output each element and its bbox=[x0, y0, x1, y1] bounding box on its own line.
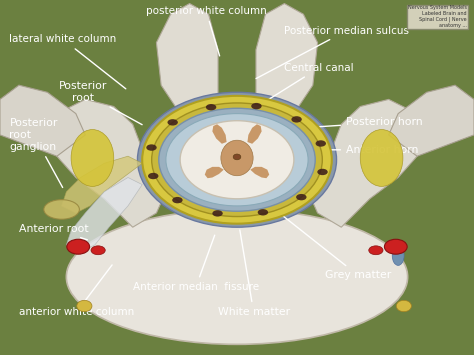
Text: Anterior root: Anterior root bbox=[19, 224, 89, 240]
Text: Grey matter: Grey matter bbox=[275, 209, 391, 280]
Text: Central canal: Central canal bbox=[251, 63, 354, 110]
Text: Posterior median sulcus: Posterior median sulcus bbox=[256, 26, 410, 78]
Text: Posterior
root: Posterior root bbox=[59, 81, 142, 125]
Ellipse shape bbox=[148, 173, 158, 179]
Ellipse shape bbox=[221, 140, 253, 176]
Text: posterior white column: posterior white column bbox=[146, 6, 266, 56]
Polygon shape bbox=[156, 4, 218, 114]
Ellipse shape bbox=[71, 130, 114, 186]
Polygon shape bbox=[250, 167, 269, 178]
Text: Anterior median  fissure: Anterior median fissure bbox=[133, 235, 259, 292]
Polygon shape bbox=[308, 99, 427, 227]
Ellipse shape bbox=[67, 239, 90, 254]
Ellipse shape bbox=[159, 108, 315, 211]
Circle shape bbox=[396, 300, 411, 312]
Ellipse shape bbox=[137, 92, 337, 227]
Polygon shape bbox=[389, 85, 474, 156]
Circle shape bbox=[233, 154, 241, 160]
Ellipse shape bbox=[152, 103, 322, 217]
Ellipse shape bbox=[167, 119, 178, 126]
Text: Posterior
root
ganglion: Posterior root ganglion bbox=[9, 118, 63, 187]
Text: anterior white column: anterior white column bbox=[19, 265, 134, 317]
Polygon shape bbox=[205, 167, 224, 178]
Ellipse shape bbox=[146, 144, 157, 151]
Ellipse shape bbox=[142, 96, 332, 224]
Ellipse shape bbox=[258, 209, 268, 215]
Ellipse shape bbox=[251, 103, 262, 109]
Text: Anterior horn: Anterior horn bbox=[292, 145, 419, 155]
Ellipse shape bbox=[91, 246, 105, 255]
Text: Nervous System Models
Labeled Brain and
Spinal Cord | Nerve
anatomy ...: Nervous System Models Labeled Brain and … bbox=[408, 5, 467, 28]
Text: White matter: White matter bbox=[218, 230, 290, 317]
Ellipse shape bbox=[360, 130, 403, 186]
Polygon shape bbox=[66, 178, 142, 252]
Polygon shape bbox=[212, 124, 227, 144]
Ellipse shape bbox=[166, 114, 308, 206]
Ellipse shape bbox=[206, 104, 216, 110]
Polygon shape bbox=[62, 156, 142, 213]
Ellipse shape bbox=[44, 200, 80, 219]
Ellipse shape bbox=[384, 239, 407, 254]
Ellipse shape bbox=[292, 116, 302, 122]
Ellipse shape bbox=[180, 121, 294, 199]
Circle shape bbox=[77, 300, 92, 312]
Polygon shape bbox=[256, 4, 318, 114]
Ellipse shape bbox=[317, 169, 328, 175]
Ellipse shape bbox=[392, 246, 404, 266]
Polygon shape bbox=[0, 85, 85, 156]
Polygon shape bbox=[47, 99, 166, 227]
Ellipse shape bbox=[66, 209, 408, 344]
Polygon shape bbox=[247, 124, 262, 144]
Ellipse shape bbox=[296, 194, 307, 200]
Ellipse shape bbox=[172, 197, 182, 203]
Ellipse shape bbox=[369, 246, 383, 255]
Text: lateral white column: lateral white column bbox=[9, 34, 126, 89]
Ellipse shape bbox=[316, 140, 326, 147]
Ellipse shape bbox=[212, 210, 223, 217]
Text: Posterior horn: Posterior horn bbox=[294, 118, 423, 128]
